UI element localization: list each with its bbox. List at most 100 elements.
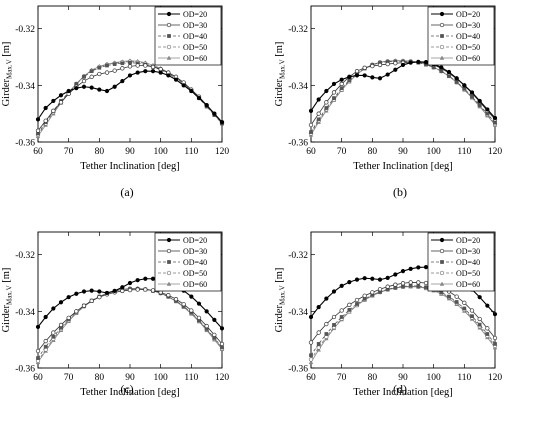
marker-point xyxy=(196,315,202,321)
marker-point xyxy=(408,266,413,271)
marker-point xyxy=(51,306,56,311)
marker-point xyxy=(166,11,172,17)
legend: OD=20 OD=30 OD=40 OD=50 OD=60 xyxy=(427,6,495,66)
marker-point xyxy=(204,323,209,329)
marker-point xyxy=(324,321,329,327)
marker-point xyxy=(492,335,498,341)
marker-point xyxy=(81,78,87,84)
x-tick-label: 70 xyxy=(337,373,347,383)
marker-point xyxy=(43,314,48,320)
x-tick-label: 90 xyxy=(398,373,408,383)
marker-point xyxy=(332,323,336,327)
y-tick-label: -0.32 xyxy=(288,25,308,35)
marker-point xyxy=(97,289,102,294)
marker-point xyxy=(189,294,194,299)
marker-point xyxy=(196,301,202,306)
chart-panel-b: 60 70 80 90 100 110 120 -0.32 -0.34 -0.36 Tether I… xyxy=(274,5,502,199)
legend-entry-od-60: OD=60 xyxy=(158,54,207,63)
marker-point xyxy=(400,281,406,286)
marker-point xyxy=(462,306,467,311)
y-tick-label: -0.34 xyxy=(15,308,35,318)
marker-point xyxy=(112,288,117,294)
marker-point xyxy=(470,94,474,99)
marker-point xyxy=(454,300,459,304)
marker-point xyxy=(354,69,360,74)
marker-point xyxy=(339,308,344,313)
legend-label: OD=50 xyxy=(456,269,480,278)
marker-point xyxy=(189,308,194,313)
marker-point xyxy=(89,74,94,79)
marker-point xyxy=(485,303,490,308)
marker-point xyxy=(385,72,390,77)
marker-point xyxy=(150,69,156,74)
panel-caption: (a) xyxy=(120,185,133,199)
chart-panel-c: 60 70 80 90 100 110 120 -0.32 -0.34 -0.36 Tether I… xyxy=(1,231,230,398)
marker-point xyxy=(393,282,398,287)
marker-point xyxy=(424,285,428,290)
marker-point xyxy=(440,260,444,264)
marker-point xyxy=(331,81,337,87)
x-tick-label: 120 xyxy=(215,373,230,383)
marker-point xyxy=(120,78,125,84)
marker-point xyxy=(308,108,314,113)
marker-point xyxy=(316,97,321,102)
x-tick-label: 90 xyxy=(398,147,408,157)
legend-entry-od-40: OD=40 xyxy=(158,258,207,267)
marker-point xyxy=(166,73,171,78)
y-axis-label-subscript: Max.V xyxy=(279,285,287,305)
marker-point xyxy=(355,302,359,306)
marker-point xyxy=(308,359,314,365)
marker-point xyxy=(166,55,172,60)
marker-point xyxy=(354,277,360,282)
marker-point xyxy=(196,95,202,101)
marker-point xyxy=(43,105,48,111)
marker-point xyxy=(51,98,56,104)
marker-point xyxy=(339,77,344,82)
marker-point xyxy=(43,338,48,344)
marker-point xyxy=(166,248,172,254)
marker-point xyxy=(477,295,482,300)
marker-point xyxy=(385,284,390,289)
legend-label: OD=20 xyxy=(456,10,480,19)
legend-label: OD=50 xyxy=(183,43,207,52)
marker-point xyxy=(423,59,429,65)
marker-point xyxy=(166,237,172,243)
marker-point xyxy=(51,108,56,113)
marker-point xyxy=(158,67,163,72)
legend-label: OD=30 xyxy=(183,21,207,30)
x-tick-label: 120 xyxy=(488,373,503,383)
y-tick-label: -0.34 xyxy=(15,82,35,92)
marker-point xyxy=(219,120,225,125)
marker-point xyxy=(416,284,421,288)
marker-point xyxy=(143,287,148,292)
marker-point xyxy=(308,340,314,345)
marker-point xyxy=(81,289,87,294)
legend-label: OD=40 xyxy=(183,258,207,267)
marker-point xyxy=(393,61,398,66)
legend-label: OD=40 xyxy=(183,32,207,41)
x-tick-label: 80 xyxy=(368,147,378,157)
marker-point xyxy=(120,288,125,294)
marker-point xyxy=(492,312,498,317)
marker-point xyxy=(35,324,41,330)
x-axis-label: Tether Inclination [deg] xyxy=(80,161,180,172)
marker-point xyxy=(127,287,133,293)
marker-point xyxy=(166,293,171,298)
marker-point xyxy=(324,100,329,105)
marker-point xyxy=(120,285,125,290)
marker-point xyxy=(469,308,475,313)
marker-point xyxy=(377,76,383,81)
marker-point xyxy=(454,76,459,81)
marker-point xyxy=(493,120,497,125)
marker-point xyxy=(362,65,367,70)
marker-point xyxy=(74,291,79,296)
marker-point xyxy=(104,88,110,94)
marker-point xyxy=(477,103,482,108)
marker-point xyxy=(485,107,490,112)
marker-point xyxy=(370,63,375,69)
marker-point xyxy=(74,86,79,91)
marker-point xyxy=(127,280,133,286)
marker-point xyxy=(324,88,329,94)
marker-point xyxy=(347,308,352,312)
